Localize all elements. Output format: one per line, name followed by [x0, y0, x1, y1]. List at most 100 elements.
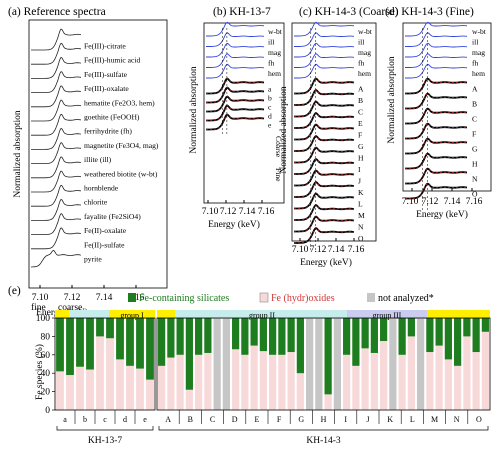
reference-label: hem	[472, 69, 485, 78]
bar-oxides	[204, 352, 212, 410]
bar-oxides	[481, 331, 489, 410]
reference-spectrum	[405, 32, 468, 47]
bar-silicates	[56, 318, 64, 372]
bar-oxides	[126, 365, 134, 410]
reference-label: illite (ill)	[84, 155, 112, 164]
panel-c-xtick: 7.12	[310, 245, 327, 255]
bar-oxides	[96, 336, 104, 410]
category-label: G	[298, 415, 304, 424]
panel-c-xtick: 7.14	[328, 245, 345, 255]
bar-silicates	[195, 318, 203, 355]
sample-spectrum	[294, 123, 355, 141]
panel-b-curves	[206, 21, 265, 136]
sample-spectrum	[294, 169, 355, 187]
bar-oxides	[407, 336, 415, 410]
panel-b-xtick: 7.10	[202, 207, 219, 217]
bar-oxides	[259, 351, 267, 410]
bar-silicates	[481, 318, 489, 332]
bar-oxides	[343, 354, 351, 410]
reference-curve	[31, 57, 82, 79]
group-bracket	[158, 426, 489, 431]
reference-curve	[31, 71, 82, 93]
reference-label: w-bt	[268, 27, 283, 36]
bar-silicates	[158, 318, 166, 366]
legend-swatch-silicates	[128, 293, 136, 302]
reference-label: ferrihydrite (fh)	[84, 127, 132, 136]
sample-label: O	[472, 190, 478, 199]
panel-a: (a) Reference spectra Normalized absorpt…	[8, 6, 168, 318]
group-frame	[54, 317, 156, 411]
bar-not-analyzed	[306, 318, 314, 410]
reference-spectrum	[206, 42, 265, 58]
reference-label: hornblende	[84, 184, 119, 193]
fit-line	[206, 105, 265, 121]
sample-label: H	[358, 154, 364, 163]
bar-silicates	[361, 318, 369, 349]
category-label: c	[103, 415, 107, 424]
panel-e-ylabel: Fe species (%)	[34, 344, 45, 400]
fit-line	[405, 153, 468, 169]
reference-label: fh	[472, 59, 479, 68]
sample-label: E	[358, 119, 363, 128]
group-band	[427, 310, 490, 319]
reference-label: ill	[268, 38, 274, 47]
reference-curve	[31, 213, 82, 235]
reference-curve	[31, 184, 82, 207]
panel-a-title: (a) Reference spectra	[8, 6, 106, 18]
bar-silicates	[278, 318, 286, 355]
reference-label: pyrite	[84, 255, 102, 264]
sample-spectrum	[405, 137, 468, 155]
panel-a-ylabel: Normalized absorption	[13, 110, 23, 198]
reference-spectrum	[405, 21, 468, 37]
reference-curve	[31, 85, 82, 108]
reference-label: mag	[472, 48, 485, 57]
panel-d-xtick: 7.10	[402, 197, 419, 207]
bar-silicates	[380, 318, 388, 341]
category-label: K	[387, 415, 393, 424]
bar-silicates	[241, 318, 249, 355]
reference-curve	[31, 128, 82, 150]
sample-label: a	[268, 85, 272, 94]
y-tick-label: 80	[41, 332, 51, 342]
panel-b-title: (b) KH-13-7	[213, 6, 271, 18]
bar-oxides	[269, 354, 277, 410]
bar-oxides	[86, 369, 94, 410]
reference-spectrum	[206, 21, 265, 37]
category-label: A	[165, 415, 171, 424]
bar-oxides	[380, 341, 388, 410]
group-frame	[156, 317, 491, 411]
bar-silicates	[444, 318, 452, 360]
panel-d-xtick: 7.16	[466, 197, 483, 207]
bar-not-analyzed	[333, 318, 341, 410]
reference-spectrum	[405, 53, 468, 68]
group-band	[157, 310, 175, 319]
reference-curve	[31, 156, 82, 179]
reference-spectrum	[294, 42, 355, 58]
bar-oxides	[463, 336, 471, 410]
group-name: KH-14-3	[306, 436, 341, 446]
bar-oxides	[232, 349, 240, 410]
bar-oxides	[435, 345, 443, 410]
sample-spectrum	[294, 215, 355, 233]
sample-label: b	[268, 94, 272, 103]
panel-e-bands: group I group II group III	[55, 310, 490, 320]
reference-curve	[31, 28, 82, 51]
reference-label: Fe(III)-sulfate	[84, 70, 128, 79]
category-label: F	[277, 415, 282, 424]
category-label: I	[344, 415, 347, 424]
bar-silicates	[472, 318, 480, 353]
panel-e-group-brackets: KH-13-7 KH-14-3	[56, 426, 489, 446]
sample-spectrum	[405, 152, 468, 170]
reference-label: chlorite	[84, 198, 108, 207]
bar-oxides	[296, 373, 304, 410]
sample-label: d	[268, 112, 272, 121]
category-label: L	[410, 415, 415, 424]
bar-silicates	[398, 318, 406, 355]
group-bracket	[56, 426, 154, 431]
panel-a-xtick: 7.10	[32, 293, 49, 303]
sample-label: H	[472, 160, 478, 169]
bar-oxides	[352, 365, 360, 410]
group-band	[69, 310, 109, 319]
